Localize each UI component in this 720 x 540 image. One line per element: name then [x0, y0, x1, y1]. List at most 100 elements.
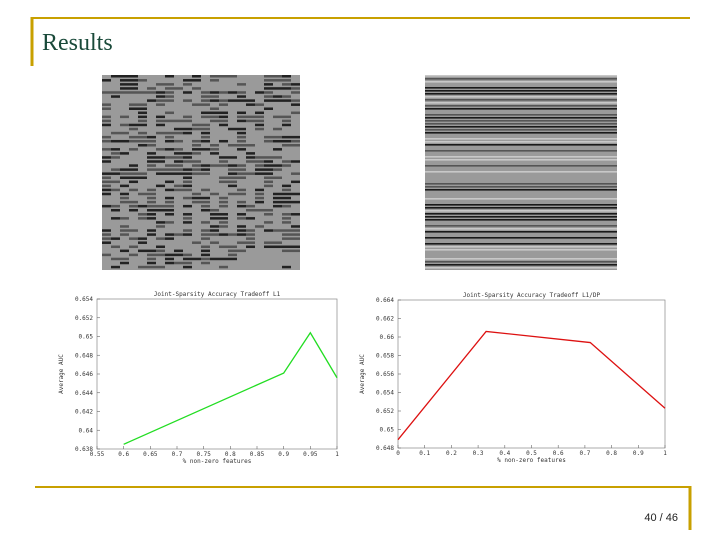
- y-tick-label: 0.65: [380, 427, 395, 434]
- pixel: [165, 148, 174, 151]
- pixel: [183, 79, 192, 82]
- pixel: [111, 75, 120, 78]
- pixel: [147, 253, 156, 257]
- pixel: [425, 87, 617, 89]
- pixel: [183, 91, 192, 94]
- x-tick-label: 0.8: [225, 451, 236, 458]
- pixel: [129, 135, 138, 139]
- pixel: [147, 188, 156, 192]
- pixel: [210, 241, 219, 244]
- pixel: [282, 160, 291, 163]
- pixel: [255, 208, 264, 212]
- pixel: [111, 131, 120, 135]
- pixel: [282, 233, 291, 236]
- y-tick-label: 0.654: [376, 390, 394, 397]
- pixel: [165, 221, 174, 224]
- x-tick-label: 1: [335, 451, 339, 458]
- pixel: [291, 245, 300, 249]
- pixel: [138, 135, 147, 139]
- pixel: [282, 75, 291, 78]
- x-tick-label: 0.8: [606, 450, 617, 457]
- pixel: [201, 139, 210, 143]
- pixel: [210, 229, 219, 232]
- line: [397, 330, 666, 441]
- pixel: [102, 184, 111, 188]
- pixel: [129, 253, 138, 257]
- pixel: [138, 115, 147, 119]
- pixel: [237, 188, 246, 192]
- pixel: [138, 237, 147, 240]
- pixel: [210, 79, 219, 82]
- pixel: [111, 180, 120, 184]
- pixel: [425, 171, 617, 173]
- pixel: [165, 233, 174, 236]
- pixel: [192, 152, 201, 155]
- pixel: [273, 229, 282, 232]
- pixel: [201, 196, 210, 200]
- x-tick-label: 0: [396, 450, 400, 457]
- x-tick-label: 0.55: [90, 451, 105, 458]
- pixel: [425, 141, 617, 143]
- pixel: [156, 91, 165, 94]
- pixel: [282, 87, 291, 90]
- pixel: [201, 135, 210, 139]
- pixel: [228, 99, 237, 102]
- pixel: [291, 103, 300, 106]
- pixel: [237, 135, 246, 139]
- pixel: [282, 144, 291, 147]
- pixel: [138, 172, 147, 175]
- pixel: [120, 192, 129, 196]
- pixel: [255, 172, 264, 175]
- pixel: [282, 249, 291, 253]
- pixel: [237, 131, 246, 135]
- pixel: [425, 165, 617, 167]
- pixel: [210, 111, 219, 115]
- pixel: [425, 126, 617, 128]
- pixel: [111, 148, 120, 151]
- pixel: [237, 200, 246, 204]
- pixel: [219, 221, 228, 224]
- pixel: [228, 180, 237, 184]
- pixel: [425, 159, 617, 161]
- x-tick-label: 0.6: [553, 450, 564, 457]
- pixel: [425, 228, 617, 230]
- pixel: [255, 188, 264, 192]
- pixel: [174, 119, 183, 123]
- pixel: [246, 99, 255, 102]
- pixel: [174, 164, 183, 167]
- pixel: [228, 249, 237, 253]
- pixel: [237, 233, 246, 236]
- pixel: [183, 180, 192, 184]
- pixel: [147, 257, 156, 261]
- pixel: [102, 192, 111, 196]
- pixel: [273, 139, 282, 143]
- pixel: [255, 103, 264, 106]
- pixel: [210, 99, 219, 102]
- pixel: [291, 111, 300, 115]
- x-tick-label: 0.5: [526, 450, 537, 457]
- pixel: [120, 115, 129, 119]
- pixel: [156, 184, 165, 188]
- chart-title: Joint-Sparsity Accuracy Tradeoff L1/DP: [463, 292, 601, 299]
- pixel: [147, 87, 156, 90]
- pixel: [183, 156, 192, 159]
- pixel: [291, 135, 300, 139]
- pixel: [219, 164, 228, 167]
- sparsity-image: [102, 75, 300, 270]
- pixel: [425, 105, 617, 107]
- pixel: [291, 200, 300, 204]
- pixel: [219, 91, 228, 94]
- pixel: [102, 204, 111, 208]
- pixel: [165, 75, 174, 78]
- pixel: [174, 172, 183, 175]
- pixel: [102, 229, 111, 232]
- pixel: [228, 257, 237, 261]
- pixel: [165, 253, 174, 257]
- pixel: [273, 99, 282, 102]
- pixel: [174, 249, 183, 253]
- pixel: [129, 176, 138, 179]
- pixel: [273, 135, 282, 139]
- pixel: [165, 135, 174, 139]
- pixel: [210, 107, 219, 110]
- pixel: [201, 257, 210, 261]
